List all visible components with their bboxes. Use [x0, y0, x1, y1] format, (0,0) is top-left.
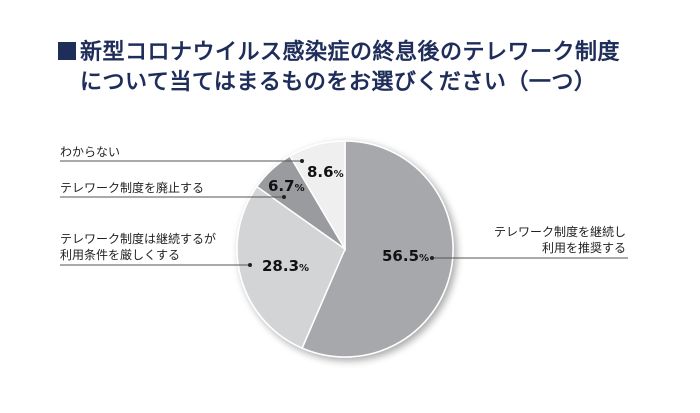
- label-continue-promote-2: 利用を推奨する: [541, 241, 626, 255]
- pct-continue-strict: 28.3%: [262, 257, 310, 275]
- pct-abolish: 6.7%: [268, 177, 305, 195]
- slice-continue-promote: [301, 140, 454, 358]
- dot-continue-strict: [248, 263, 252, 267]
- label-continue-strict-2: 利用条件を厳しくする: [60, 248, 181, 262]
- dot-abolish: [282, 195, 286, 199]
- pct-continue-promote: 56.5%: [382, 247, 430, 265]
- slice-unknown: [288, 140, 346, 252]
- pct-unknown: 8.6%: [307, 163, 344, 181]
- slice-continue-strict: [236, 185, 346, 350]
- label-unknown: わからない: [60, 145, 121, 159]
- label-abolish: テレワーク制度を廃止する: [60, 181, 205, 195]
- label-continue-strict-1: テレワーク制度は継続するが: [60, 232, 217, 246]
- title-square-icon: [58, 42, 76, 60]
- dot-continue-promote: [430, 256, 434, 260]
- title-line-1: 新型コロナウイルス感染症の終息後のテレワーク制度: [80, 40, 621, 65]
- label-continue-promote-1: テレワーク制度を継続し: [493, 225, 626, 239]
- dot-unknown: [300, 159, 304, 163]
- chart-title: 新型コロナウイルス感染症の終息後のテレワーク制度 について当てはまるものをお選び…: [58, 38, 620, 98]
- title-line-2: について当てはまるものをお選びください（一つ）: [80, 70, 597, 95]
